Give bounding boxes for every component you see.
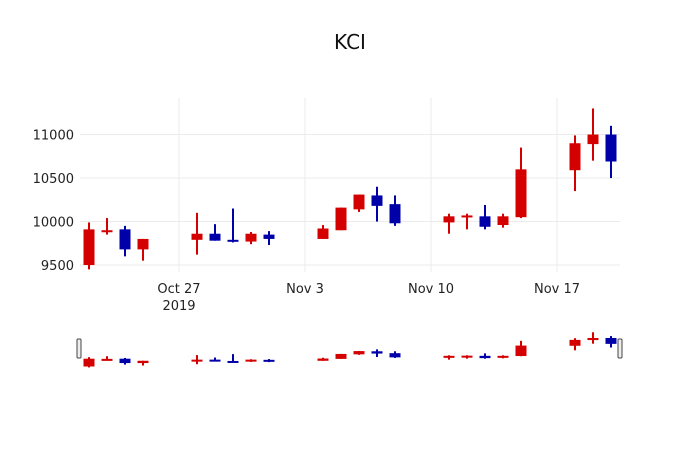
x-tick-label: Oct 27 bbox=[157, 282, 200, 297]
x-tick-year-label: 2019 bbox=[162, 299, 195, 314]
candle-increasing[interactable] bbox=[263, 231, 275, 246]
candle-decreasing[interactable] bbox=[245, 231, 257, 245]
y-tick-label: 10000 bbox=[33, 216, 74, 231]
candle-decreasing[interactable] bbox=[83, 222, 95, 270]
candle-decreasing[interactable] bbox=[353, 194, 365, 212]
range-slider-candle bbox=[227, 354, 239, 363]
candle-increasing[interactable] bbox=[209, 224, 221, 241]
range-slider-candle bbox=[317, 357, 329, 361]
candle-decreasing[interactable] bbox=[137, 238, 149, 261]
range-slider-candle bbox=[461, 355, 473, 359]
candle-increasing[interactable] bbox=[119, 225, 131, 257]
y-tick-label: 11000 bbox=[33, 129, 74, 144]
candle-increasing[interactable] bbox=[371, 186, 383, 222]
y-tick-label: 10500 bbox=[33, 172, 74, 187]
candle-decreasing[interactable] bbox=[461, 213, 473, 230]
range-slider-candle bbox=[569, 338, 581, 351]
chart-title: KCI bbox=[334, 30, 366, 54]
range-slider-background[interactable] bbox=[80, 330, 620, 368]
range-slider-candle bbox=[605, 336, 617, 348]
candle-decreasing[interactable] bbox=[443, 213, 455, 234]
range-slider-candle bbox=[245, 359, 257, 362]
range-slider-candle bbox=[191, 355, 203, 365]
y-axis-ticks: 9500 10000 10500 11000 bbox=[33, 129, 74, 275]
range-slider-candle bbox=[83, 357, 95, 368]
range-slider-candle bbox=[479, 353, 491, 359]
range-slider-candle bbox=[263, 359, 275, 363]
range-slider-candle bbox=[119, 357, 131, 365]
range-slider-candles bbox=[83, 332, 617, 368]
candle-decreasing[interactable] bbox=[587, 108, 599, 161]
candle-increasing[interactable] bbox=[389, 195, 401, 226]
candle-decreasing[interactable] bbox=[335, 207, 347, 231]
candle-decreasing[interactable] bbox=[497, 213, 509, 228]
range-slider-candle bbox=[101, 356, 113, 361]
candle-decreasing[interactable] bbox=[569, 135, 581, 192]
y-tick-label: 9500 bbox=[41, 259, 74, 274]
candle-decreasing[interactable] bbox=[317, 225, 329, 239]
candle-decreasing[interactable] bbox=[515, 147, 527, 219]
candle-increasing[interactable] bbox=[479, 205, 491, 230]
range-slider-candle bbox=[389, 351, 401, 358]
range-slider-candle bbox=[353, 351, 365, 355]
range-slider-candle bbox=[443, 355, 455, 360]
range-slider-candle bbox=[515, 340, 527, 357]
grid-lines bbox=[80, 98, 620, 272]
range-slider-right-handle[interactable] bbox=[617, 338, 623, 359]
range-slider-candle bbox=[497, 355, 509, 359]
x-tick-label: Nov 17 bbox=[534, 282, 580, 297]
range-slider-candle bbox=[209, 357, 221, 362]
candle-decreasing[interactable] bbox=[191, 212, 203, 255]
x-tick-label: Nov 3 bbox=[286, 282, 324, 297]
range-slider-left-handle[interactable] bbox=[76, 338, 82, 359]
candle-decreasing[interactable] bbox=[101, 218, 113, 235]
candles-main-plot[interactable] bbox=[83, 108, 617, 270]
range-slider-candle bbox=[587, 332, 599, 344]
candle-increasing[interactable] bbox=[605, 125, 617, 179]
x-axis-ticks: Oct 27 2019 Nov 3 Nov 10 Nov 17 bbox=[157, 282, 580, 314]
x-tick-label: Nov 10 bbox=[408, 282, 454, 297]
candle-increasing[interactable] bbox=[227, 208, 239, 243]
range-slider-candle bbox=[371, 349, 383, 357]
range-slider[interactable] bbox=[76, 330, 623, 368]
range-slider-candle bbox=[335, 353, 347, 359]
range-slider-candle bbox=[137, 360, 149, 366]
